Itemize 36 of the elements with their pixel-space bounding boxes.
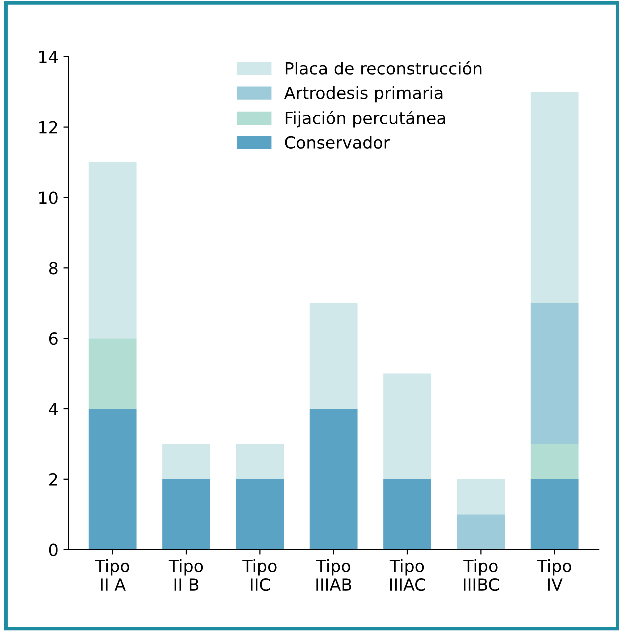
bar: [236, 479, 284, 550]
bar: [162, 444, 210, 480]
x-tick-label: Tipo IV: [537, 560, 572, 591]
bar: [530, 303, 579, 444]
x-tick-label: Tipo IIIAC: [390, 560, 426, 592]
x-tick-label: Tipo II A: [95, 560, 130, 591]
bar: [457, 514, 506, 550]
y-tick-label: 10: [40, 192, 58, 204]
bar: [310, 303, 358, 409]
bar: [457, 479, 506, 515]
x-tick-label: Tipo IIC: [242, 560, 277, 592]
legend-label: Artrodesis primaria: [284, 86, 443, 103]
y-tick-label: 8: [49, 262, 58, 275]
y-tick-label: 14: [40, 51, 58, 64]
bar: [88, 162, 137, 339]
bar: [530, 92, 579, 304]
bar: [162, 479, 210, 550]
legend-label: Conservador: [285, 136, 390, 149]
y-tick-label: 0: [49, 544, 58, 556]
x-tick-label: Tipo IIIBC: [464, 560, 500, 592]
bar: [384, 479, 432, 550]
legend-label: Placa de reconstrucción: [286, 61, 482, 75]
bar: [236, 444, 284, 480]
y-tick-label: 12: [40, 121, 58, 134]
y-tick-label: 6: [49, 332, 58, 346]
bar: [88, 338, 137, 409]
bar: [310, 408, 358, 550]
bar: [384, 374, 432, 480]
bar: [88, 408, 137, 550]
x-tick-label: Tipo IIIAB: [316, 560, 352, 591]
x-tick-label: Tipo II B: [168, 560, 204, 591]
y-tick-label: 4: [49, 403, 58, 416]
y-tick-label: 2: [50, 473, 58, 486]
legend-label: Fijación percutánea: [286, 110, 446, 128]
bar: [530, 444, 579, 480]
bar: [530, 479, 579, 550]
